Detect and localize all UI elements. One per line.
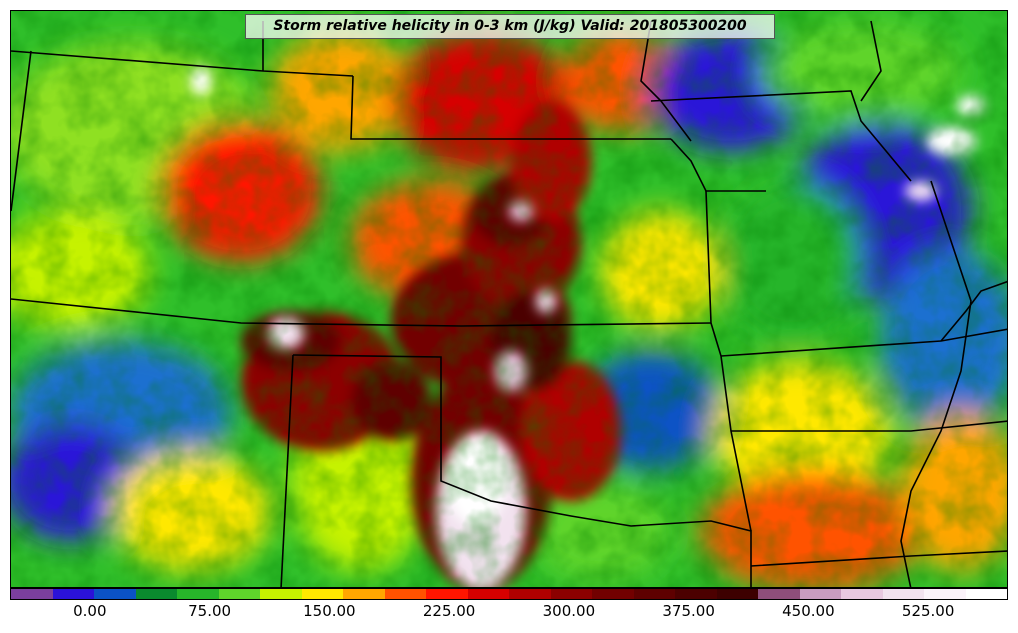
colorbar-swatch	[633, 589, 675, 599]
colorbar-swatch	[758, 589, 800, 599]
colorbar-swatch	[965, 589, 1007, 599]
colorbar-swatch	[218, 589, 260, 599]
colorbar-tick-label: 300.00	[542, 602, 596, 620]
colorbar-swatch	[135, 589, 177, 599]
colorbar-swatch	[716, 589, 758, 599]
colorbar-swatch	[343, 589, 385, 599]
colorbar-swatch	[467, 589, 509, 599]
colorbar-tick-label: 225.00	[422, 602, 476, 620]
colorbar-swatch	[301, 589, 343, 599]
texture-overlay	[11, 11, 1007, 587]
helicity-contour-map	[11, 11, 1007, 587]
colorbar-swatch	[94, 589, 136, 599]
colorbar-swatch	[550, 589, 592, 599]
colorbar-swatch	[11, 589, 53, 599]
colorbar	[10, 588, 1008, 600]
map-panel	[10, 10, 1008, 588]
colorbar-swatch	[882, 589, 924, 599]
colorbar-ticks: 0.00 75.00 150.00 225.00 300.00 375.00 450.00 5…	[10, 600, 1008, 628]
colorbar-swatch	[675, 589, 717, 599]
colorbar-tick-label: 525.00	[901, 602, 955, 620]
colorbar-swatch	[509, 589, 551, 599]
state-boundaries	[11, 20, 1007, 587]
map-title: Storm relative helicity in 0-3 km (J/kg)…	[245, 14, 775, 39]
colorbar-tick-label: 0.00	[73, 602, 107, 620]
colorbar-tick-label: 150.00	[303, 602, 356, 620]
colorbar-tick-label: 375.00	[662, 602, 715, 620]
colorbar-swatch	[924, 589, 966, 599]
colorbar-tick-label: 75.00	[188, 602, 232, 620]
colorbar-swatch	[799, 589, 841, 599]
colorbar-swatch	[52, 589, 94, 599]
colorbar-swatch	[384, 589, 426, 599]
colorbar-swatch	[177, 589, 219, 599]
colorbar-swatch	[592, 589, 634, 599]
colorbar-swatch	[260, 589, 302, 599]
colorbar-swatch	[426, 589, 468, 599]
colorbar-tick-label: 450.00	[782, 602, 835, 620]
colorbar-swatch	[841, 589, 883, 599]
